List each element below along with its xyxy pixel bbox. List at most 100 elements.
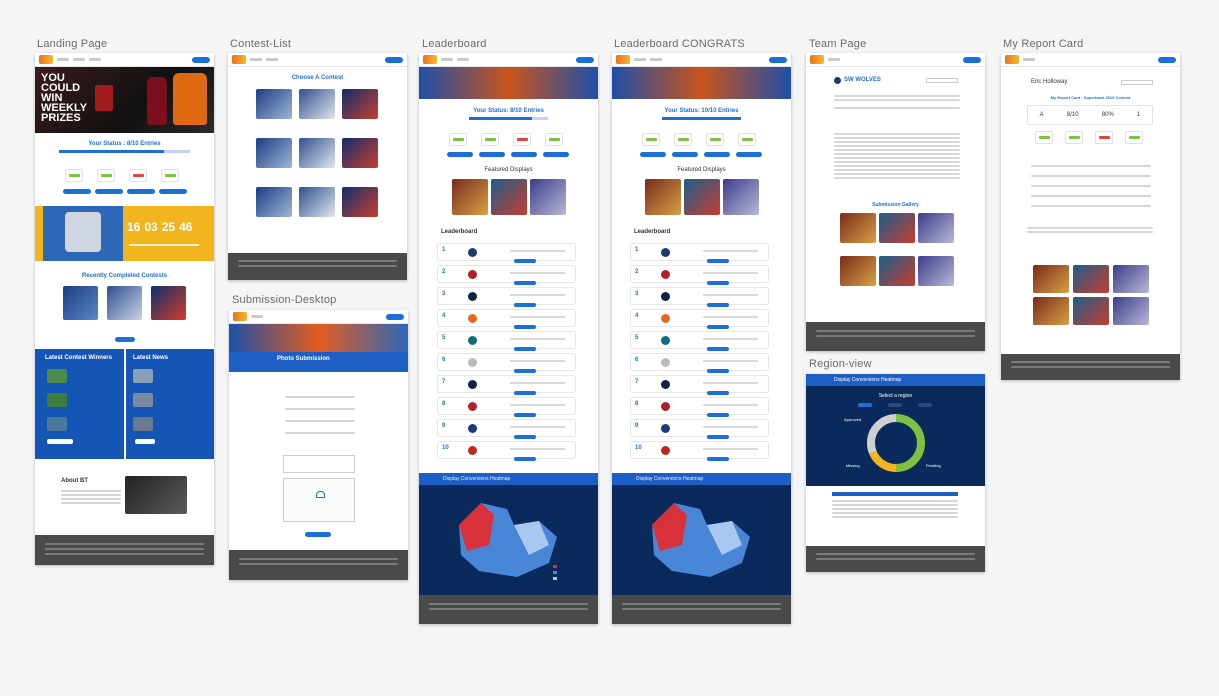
leaderboard-row[interactable]: 1 [437,243,576,263]
artboard-landing[interactable]: YOU COULD WIN WEEKLY PRIZES Your Status … [35,53,214,565]
submission-form [285,390,355,436]
notes-textarea[interactable] [283,455,355,473]
pending-label: Pending [926,463,941,468]
footer [419,595,598,624]
canada-map [652,503,750,577]
leaderboard-row[interactable]: 3 [437,287,576,307]
artboard-label-contest-list: Contest-List [230,38,292,50]
choose-contest-title: Choose A Contest [291,75,344,81]
leaderboard-row[interactable]: 3 [630,287,769,307]
submit-photos-button[interactable] [63,189,91,194]
submit-entry-button[interactable] [305,532,331,537]
leaderboard-row[interactable]: 7 [437,375,576,395]
leaderboard-row[interactable]: 1 [630,243,769,263]
leaderboard-row[interactable]: 5 [437,331,576,351]
store-list [1031,163,1151,209]
winners-news-section: Latest Contest Winners Latest News [35,349,214,459]
status-progress [59,150,190,153]
artboard-label-submission: Submission-Desktop [232,294,337,306]
leaderboard-row[interactable]: 5 [630,331,769,351]
see-all-winners-button[interactable] [47,439,73,444]
nav-cta-button[interactable] [192,56,210,63]
leaderboard-row[interactable]: 10 [437,441,576,461]
heatmap-section: Display Conversions Heatmap [419,473,598,595]
artboard-submission[interactable]: Photo Submission [229,310,408,580]
report-user-name: Eric Holloway [1031,79,1068,85]
brand-logo-icon [423,55,437,64]
grade-value: A [1039,112,1044,118]
leaderboard-row[interactable]: 7 [630,375,769,395]
artboard-leaderboard[interactable]: Your Status: 8/10 Entries Featured Displ… [419,53,598,624]
artboard-label-landing: Landing Page [37,38,108,50]
team-member-table [834,131,960,181]
contest-thumb[interactable] [151,286,186,320]
report-subtitle: My Report Card - Superbowl 2019 Contest [1050,95,1131,100]
team-logo-icon [834,77,841,84]
percent-value: 80% [1101,112,1114,118]
leaderboard-title: Leaderboard [634,229,671,235]
artboard-contest-list[interactable]: Choose A Contest [228,53,407,280]
contest-thumb[interactable] [63,286,98,320]
featured-displays-title: Featured Displays [677,167,726,173]
leaderboard-row[interactable]: 2 [437,265,576,285]
artboard-team[interactable]: SW WOLVES Submission Gallery [806,53,985,351]
countdown-timer: 16 03 25 46 [127,220,193,234]
trophy-image [65,212,101,252]
brand-logo-icon [232,55,246,64]
team-select[interactable] [926,78,958,83]
canada-map [459,503,557,580]
countdown-banner: 16 03 25 46 [35,206,214,261]
report-card-button[interactable] [127,189,155,194]
footer [612,595,791,624]
leaderboard-row[interactable]: 8 [437,397,576,417]
leaderboard-button[interactable] [159,189,187,194]
leaderboard-row[interactable]: 6 [630,353,769,373]
artboard-congrats[interactable]: Your Status: 10/10 Entries Featured Disp… [612,53,791,624]
missing-label: Missing [846,463,860,468]
leaderboard-row[interactable]: 9 [437,419,576,439]
artboard-label-report: My Report Card [1003,38,1084,50]
rank-value: 1 [1137,112,1141,118]
entries-value: 8/10 [1066,112,1079,118]
region-table-header [832,492,958,496]
about-title: About BT [61,478,88,484]
submission-gallery-title: Submission Gallery [872,202,919,208]
leaderboard-hero [419,67,598,99]
leaderboard-row[interactable]: 4 [630,309,769,329]
brand-logo-icon [616,55,630,64]
leaderboard-row[interactable]: 4 [437,309,576,329]
view-all-button[interactable] [115,337,135,342]
footer [228,253,407,280]
leaderboard-row[interactable]: 9 [630,419,769,439]
brand-logo-icon [233,312,247,321]
leaderboard-row[interactable]: 8 [630,397,769,417]
contest-thumb[interactable] [107,286,142,320]
see-all-news-button[interactable] [135,439,155,444]
artboard-label-congrats: Leaderboard CONGRATS [614,38,745,50]
about-video[interactable] [125,476,187,514]
artboard-label-region: Region-view [809,358,872,370]
photo-upload-area[interactable] [283,478,355,522]
brand-logo-icon [1005,55,1019,64]
contest-select[interactable] [1121,80,1153,85]
featured-displays-title: Featured Displays [484,167,533,173]
photo-submission-title: Photo Submission [277,356,330,362]
congrats-status: Your Status: 10/10 Entries [664,108,739,114]
footer [229,550,408,580]
submission-hero [229,324,408,352]
footer [806,322,985,351]
brand-logo-icon [39,55,53,64]
leaderboard-row[interactable]: 10 [630,441,769,461]
leaderboard-title: Leaderboard [441,229,478,235]
artboard-region[interactable]: Display Conversions Heatmap Select a reg… [806,374,985,572]
my-team-button[interactable] [95,189,123,194]
footer [1001,354,1180,380]
upload-cloud-icon [316,491,325,498]
artboard-report[interactable]: Eric Holloway My Report Card - Superbowl… [1001,53,1180,380]
report-summary: A 8/10 80% 1 [1027,105,1153,125]
leaderboard-row[interactable]: 2 [630,265,769,285]
heatmap-title: Display Conversions Heatmap [443,476,511,482]
leaderboard-row[interactable]: 6 [437,353,576,373]
footer [806,546,985,572]
